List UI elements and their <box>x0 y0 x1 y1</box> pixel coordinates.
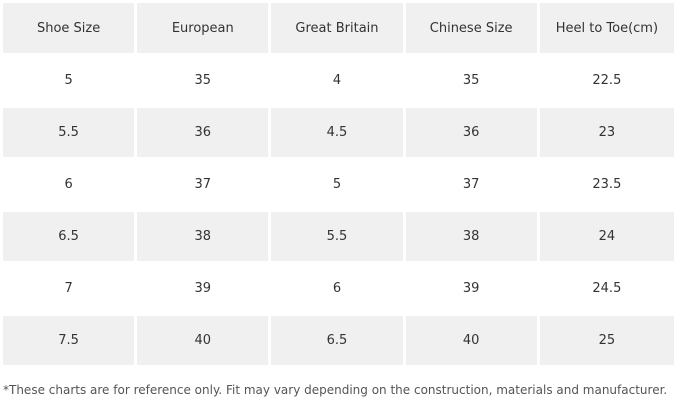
cell-chinese-size: 37 <box>405 160 537 209</box>
header-great-britain: Great Britain <box>271 3 403 53</box>
cell-european: 37 <box>137 160 269 209</box>
cell-chinese-size: 36 <box>405 108 537 157</box>
cell-great-britain: 4.5 <box>271 108 403 157</box>
table-row: 6.5 38 5.5 38 24 <box>3 212 674 261</box>
header-european: European <box>137 3 269 53</box>
cell-heel-to-toe: 23.5 <box>539 160 674 209</box>
cell-chinese-size: 35 <box>405 56 537 105</box>
header-chinese-size: Chinese Size <box>405 3 537 53</box>
table-row: 7 39 6 39 24.5 <box>3 264 674 313</box>
cell-chinese-size: 40 <box>405 316 537 365</box>
cell-heel-to-toe: 24.5 <box>539 264 674 313</box>
table-row: 7.5 40 6.5 40 25 <box>3 316 674 365</box>
cell-heel-to-toe: 22.5 <box>539 56 674 105</box>
cell-great-britain: 6 <box>271 264 403 313</box>
cell-shoe-size: 7.5 <box>3 316 135 365</box>
size-chart-table: Shoe Size European Great Britain Chinese… <box>3 3 674 365</box>
table-row: 5 35 4 35 22.5 <box>3 56 674 105</box>
cell-european: 36 <box>137 108 269 157</box>
cell-heel-to-toe: 24 <box>539 212 674 261</box>
cell-european: 40 <box>137 316 269 365</box>
header-shoe-size: Shoe Size <box>3 3 135 53</box>
cell-shoe-size: 7 <box>3 264 135 313</box>
cell-european: 35 <box>137 56 269 105</box>
cell-great-britain: 6.5 <box>271 316 403 365</box>
cell-heel-to-toe: 23 <box>539 108 674 157</box>
header-heel-to-toe: Heel to Toe(cm) <box>539 3 674 53</box>
cell-shoe-size: 6 <box>3 160 135 209</box>
cell-european: 39 <box>137 264 269 313</box>
cell-shoe-size: 5.5 <box>3 108 135 157</box>
reference-footnote: *These charts are for reference only. Fi… <box>3 383 668 397</box>
cell-shoe-size: 5 <box>3 56 135 105</box>
cell-chinese-size: 38 <box>405 212 537 261</box>
cell-great-britain: 5.5 <box>271 212 403 261</box>
cell-chinese-size: 39 <box>405 264 537 313</box>
cell-great-britain: 5 <box>271 160 403 209</box>
cell-great-britain: 4 <box>271 56 403 105</box>
table-header-row: Shoe Size European Great Britain Chinese… <box>3 3 674 53</box>
cell-heel-to-toe: 25 <box>539 316 674 365</box>
cell-european: 38 <box>137 212 269 261</box>
table-row: 5.5 36 4.5 36 23 <box>3 108 674 157</box>
table-row: 6 37 5 37 23.5 <box>3 160 674 209</box>
cell-shoe-size: 6.5 <box>3 212 135 261</box>
